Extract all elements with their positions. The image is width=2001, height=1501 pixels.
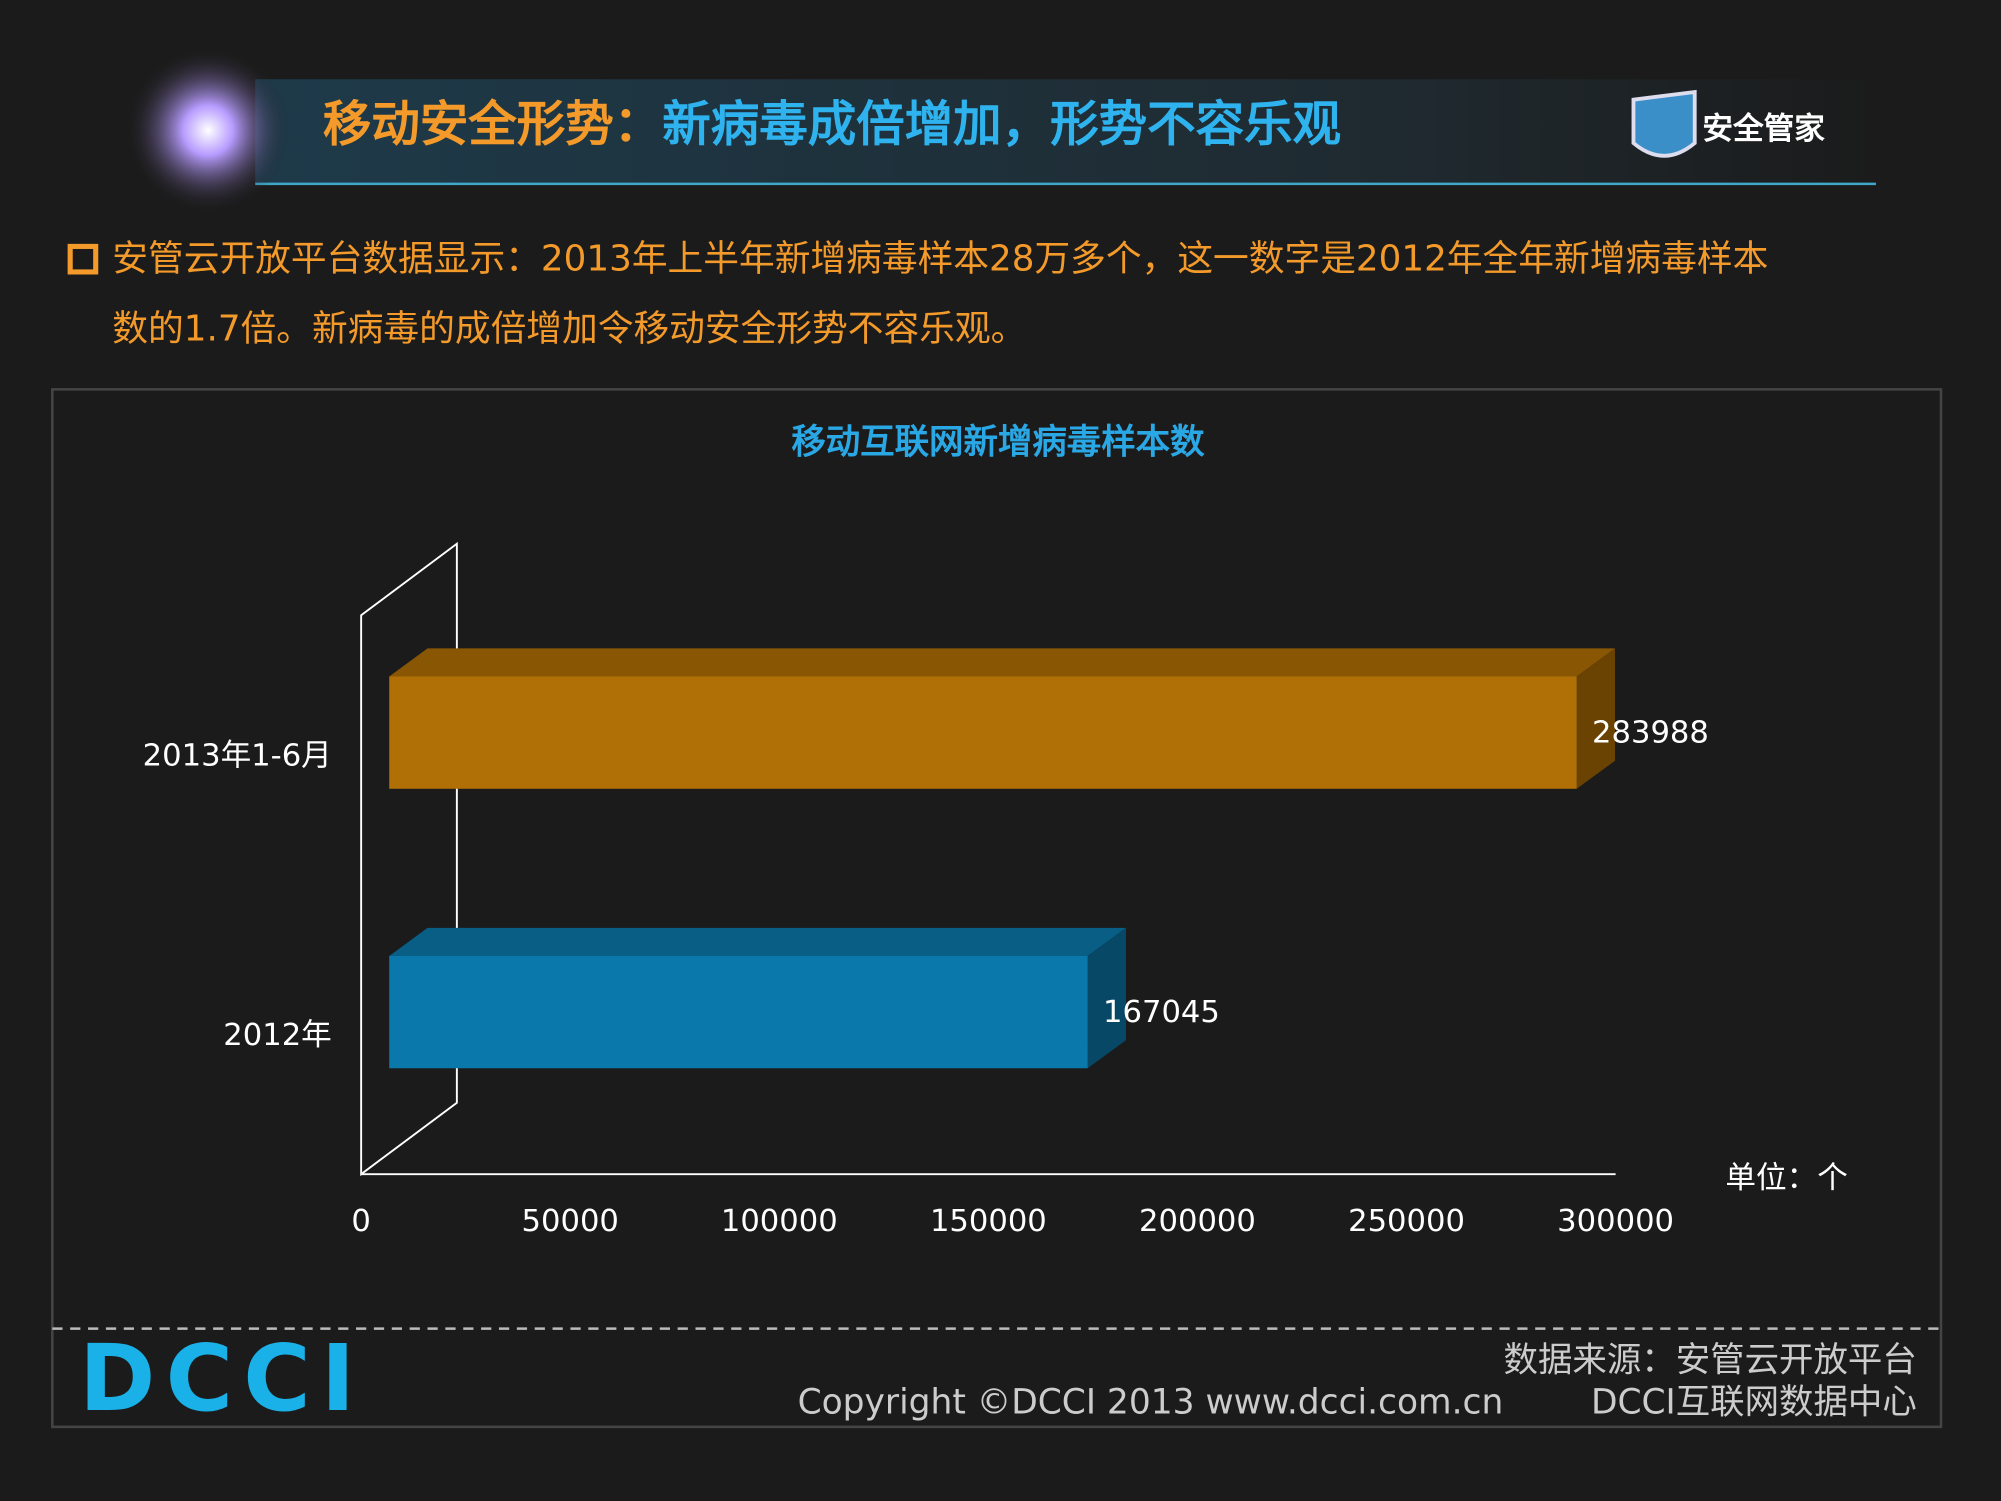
header-title: 移动安全形势：新病毒成倍增加，形势不容乐观: [323, 97, 1341, 153]
chart: 移动互联网新增病毒样本数 单位：个 0 50000 100000 150000 2000…: [143, 423, 1848, 1239]
logo-shield: [1631, 89, 1697, 158]
x-tick-label: 300000: [1557, 1204, 1674, 1239]
bar: [389, 676, 1577, 789]
footer-org: DCCI互联网数据中心: [1591, 1382, 1917, 1422]
footer-copyright: Copyright ©DCCI 2013 www.dcci.com.cn: [798, 1382, 1504, 1422]
x-tick-label: 0: [351, 1204, 370, 1239]
chart-title: 移动互联网新增病毒样本数: [791, 423, 1205, 463]
x-tick-label: 100000: [721, 1204, 838, 1239]
unit-label: 单位：个: [1725, 1161, 1847, 1196]
category-label: 2013年1-6月: [143, 738, 332, 773]
axis-wall: [360, 541, 458, 1177]
bullet-line: 安管云开放平台数据显示：2013年上半年新增病毒样本28万多个，这一数字是201…: [112, 238, 1768, 279]
x-tick-label: 250000: [1348, 1204, 1465, 1239]
bullet-icon: [67, 243, 99, 275]
footer-source: 数据来源：安管云开放平台: [1504, 1340, 1917, 1380]
bar: [389, 955, 1088, 1069]
header-logo: 安全管家: [1702, 111, 1825, 147]
x-tick-label: 150000: [930, 1204, 1047, 1239]
bar-side: [1087, 927, 1127, 1069]
bar-side: [1576, 648, 1616, 789]
value-label: 167045: [1103, 995, 1220, 1030]
bullet-line: 数的1.7倍。新病毒的成倍增加令移动安全形势不容乐观。: [112, 309, 1026, 350]
header-star: [125, 47, 291, 214]
footer-logo: DCCI: [79, 1325, 365, 1432]
title-part1: 移动安全形势：: [323, 97, 662, 153]
chart-frame: [51, 388, 1943, 1429]
bar-top: [389, 927, 1127, 956]
x-tick-label: 50000: [522, 1204, 619, 1239]
bar-top: [389, 648, 1616, 677]
header-band: [255, 79, 1876, 184]
category-label: 2012年: [223, 1018, 332, 1053]
title-part2: 新病毒成倍增加，形势不容乐观: [662, 97, 1341, 153]
value-label: 283988: [1592, 715, 1709, 750]
x-tick-label: 200000: [1139, 1204, 1256, 1239]
